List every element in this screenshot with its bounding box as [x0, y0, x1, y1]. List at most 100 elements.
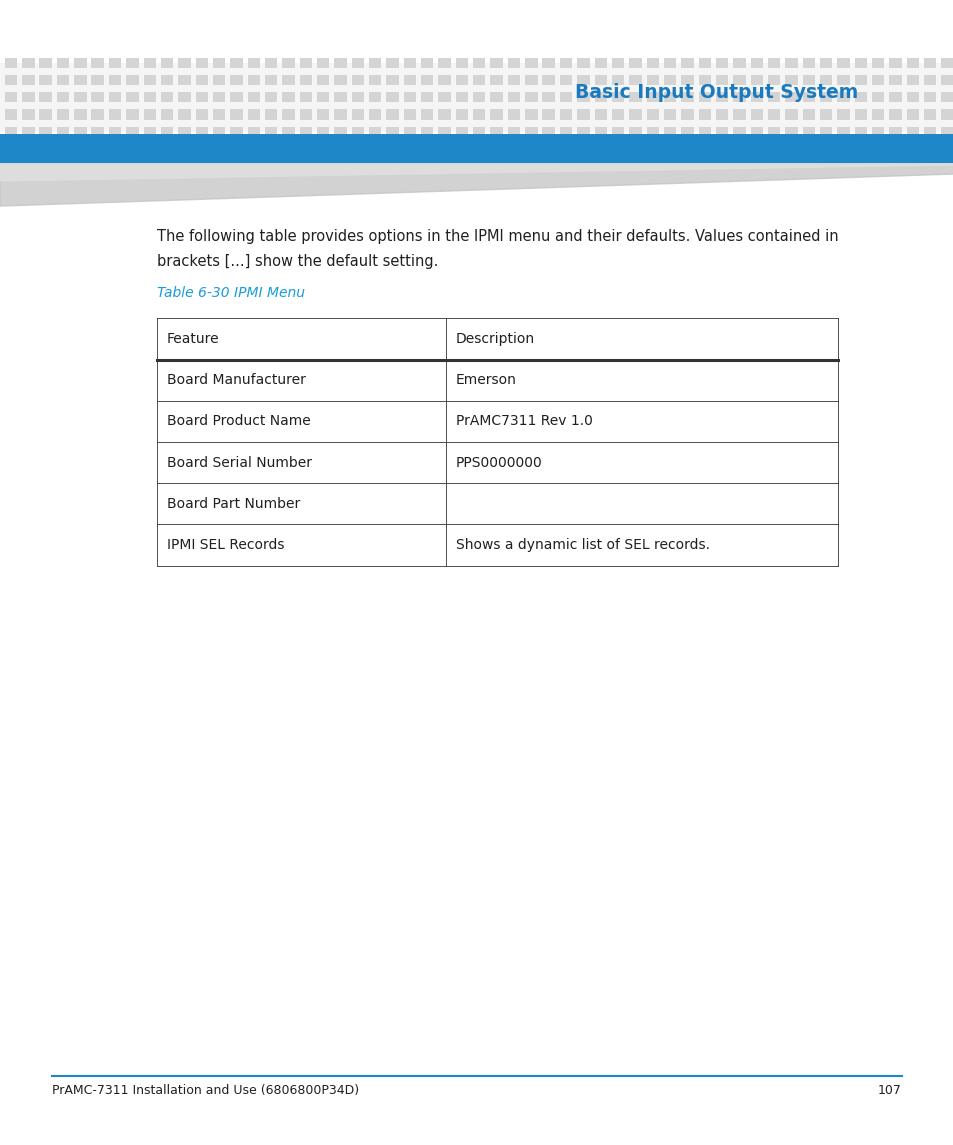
- Bar: [91, 74, 104, 86]
- Text: Table 6-30 IPMI Menu: Table 6-30 IPMI Menu: [157, 286, 305, 300]
- Bar: [801, 109, 814, 119]
- Bar: [109, 57, 121, 69]
- Bar: [507, 126, 519, 136]
- Bar: [750, 57, 762, 69]
- Bar: [490, 92, 502, 102]
- Text: Basic Input Output System: Basic Input Output System: [575, 84, 858, 102]
- Bar: [854, 126, 866, 136]
- Bar: [542, 109, 555, 119]
- Bar: [91, 57, 104, 69]
- Bar: [456, 109, 468, 119]
- Bar: [577, 109, 589, 119]
- Bar: [369, 74, 381, 86]
- Bar: [594, 92, 606, 102]
- Bar: [837, 57, 849, 69]
- Polygon shape: [0, 164, 953, 206]
- Bar: [594, 126, 606, 136]
- Bar: [230, 109, 242, 119]
- Text: Board Manufacturer: Board Manufacturer: [167, 373, 306, 387]
- Bar: [126, 92, 138, 102]
- Bar: [559, 74, 572, 86]
- Bar: [282, 109, 294, 119]
- Bar: [941, 57, 953, 69]
- Bar: [837, 74, 849, 86]
- Text: The following table provides options in the IPMI menu and their defaults. Values: The following table provides options in …: [157, 229, 838, 244]
- Bar: [680, 74, 693, 86]
- Bar: [386, 92, 398, 102]
- Bar: [507, 74, 519, 86]
- Bar: [507, 92, 519, 102]
- Bar: [871, 126, 883, 136]
- Bar: [629, 74, 641, 86]
- Bar: [820, 92, 832, 102]
- Bar: [213, 126, 225, 136]
- Bar: [420, 57, 433, 69]
- Bar: [74, 109, 87, 119]
- Bar: [352, 57, 364, 69]
- Bar: [22, 74, 34, 86]
- Bar: [854, 92, 866, 102]
- Bar: [334, 109, 346, 119]
- Bar: [750, 74, 762, 86]
- Bar: [39, 109, 51, 119]
- Bar: [905, 92, 918, 102]
- Bar: [611, 92, 623, 102]
- Bar: [109, 126, 121, 136]
- Bar: [820, 74, 832, 86]
- Bar: [507, 109, 519, 119]
- Bar: [143, 57, 155, 69]
- Bar: [767, 109, 780, 119]
- Bar: [680, 92, 693, 102]
- Bar: [352, 74, 364, 86]
- Bar: [74, 126, 87, 136]
- Bar: [109, 109, 121, 119]
- Bar: [473, 92, 485, 102]
- Bar: [524, 74, 537, 86]
- Bar: [750, 126, 762, 136]
- Bar: [5, 92, 17, 102]
- Bar: [715, 109, 727, 119]
- Bar: [663, 109, 676, 119]
- Bar: [195, 126, 208, 136]
- Bar: [698, 74, 710, 86]
- Bar: [767, 57, 780, 69]
- Bar: [438, 109, 451, 119]
- Bar: [265, 92, 277, 102]
- Bar: [559, 126, 572, 136]
- Bar: [854, 109, 866, 119]
- Bar: [801, 126, 814, 136]
- Bar: [299, 109, 312, 119]
- Bar: [248, 74, 260, 86]
- Bar: [784, 126, 797, 136]
- Bar: [577, 92, 589, 102]
- Bar: [334, 74, 346, 86]
- Bar: [178, 109, 191, 119]
- Bar: [248, 57, 260, 69]
- Bar: [161, 57, 173, 69]
- Bar: [646, 57, 659, 69]
- Bar: [265, 109, 277, 119]
- Bar: [663, 57, 676, 69]
- Bar: [195, 57, 208, 69]
- Bar: [456, 92, 468, 102]
- Bar: [109, 74, 121, 86]
- Bar: [126, 109, 138, 119]
- Bar: [784, 109, 797, 119]
- Bar: [126, 74, 138, 86]
- Bar: [316, 92, 329, 102]
- Bar: [248, 126, 260, 136]
- Text: Feature: Feature: [167, 332, 219, 346]
- Bar: [39, 74, 51, 86]
- Bar: [611, 109, 623, 119]
- Bar: [456, 74, 468, 86]
- Bar: [490, 126, 502, 136]
- Bar: [316, 74, 329, 86]
- Bar: [559, 92, 572, 102]
- Bar: [820, 109, 832, 119]
- Bar: [715, 92, 727, 102]
- Bar: [905, 126, 918, 136]
- Bar: [143, 92, 155, 102]
- Bar: [733, 92, 745, 102]
- Bar: [473, 109, 485, 119]
- Text: 107: 107: [877, 1083, 901, 1097]
